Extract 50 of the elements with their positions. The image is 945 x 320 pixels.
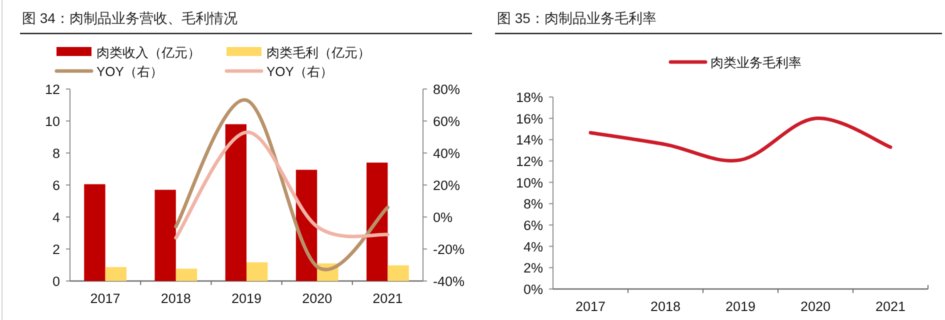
- y-tick-label: 4: [52, 210, 60, 225]
- y-tick-label: 4%: [523, 239, 543, 254]
- x-tick-label: 2021: [372, 291, 403, 306]
- y-tick-label: 2: [52, 242, 60, 257]
- bar: [366, 162, 388, 281]
- chart-title: 图 34：肉制品业务营收、毛利情况: [22, 10, 238, 26]
- y-tick-label: 8%: [523, 196, 543, 212]
- bar: [246, 262, 268, 281]
- y-tick-label: 6%: [523, 218, 543, 233]
- x-tick-label: 2017: [90, 291, 120, 306]
- y-tick-label: 12%: [516, 154, 543, 169]
- chart-title: 图 35：肉制品业务毛利率: [497, 10, 656, 26]
- y2-tick-label: 80%: [433, 82, 460, 97]
- y-tick-label: 6: [52, 178, 60, 193]
- x-tick-label: 2019: [725, 299, 756, 314]
- x-tick-label: 2020: [800, 299, 831, 314]
- y2-tick-label: -20%: [433, 242, 465, 257]
- x-tick-label: 2021: [875, 299, 906, 314]
- legend-label: YOY（右）: [266, 64, 333, 79]
- bar: [176, 268, 198, 281]
- y-tick-label: 14%: [516, 132, 543, 148]
- bar: [105, 267, 126, 281]
- y2-tick-label: 0%: [433, 210, 453, 225]
- legend-label: 肉类业务毛利率: [710, 55, 802, 70]
- bar: [154, 190, 176, 281]
- y-tick-label: 18%: [516, 90, 543, 105]
- y-tick-label: 8: [52, 146, 60, 161]
- y2-tick-label: 40%: [433, 146, 460, 161]
- x-tick-label: 2018: [160, 291, 191, 306]
- y-tick-label: 0: [52, 274, 60, 289]
- legend: 肉类业务毛利率: [668, 55, 802, 70]
- y-tick-label: 10%: [516, 175, 543, 190]
- y-tick-label: 2%: [523, 260, 543, 276]
- bar: [388, 265, 409, 281]
- x-tick-label: 2019: [231, 291, 262, 306]
- x-tick-label: 2018: [650, 299, 681, 314]
- y-tick-label: 10: [44, 114, 60, 129]
- x-tick-label: 2020: [302, 291, 332, 306]
- y-tick-label: 12: [44, 82, 60, 97]
- legend-label: 肉类毛利（亿元）: [266, 45, 370, 60]
- y2-tick-label: 20%: [433, 178, 460, 193]
- legend-label: YOY（右）: [96, 64, 163, 79]
- bar: [84, 184, 106, 281]
- y2-tick-label: -40%: [433, 274, 465, 289]
- bar: [225, 124, 246, 281]
- legend-label: 肉类收入（亿元）: [96, 45, 200, 60]
- y-tick-label: 16%: [516, 111, 543, 126]
- x-tick-label: 2017: [575, 299, 606, 314]
- y2-tick-label: 60%: [433, 114, 460, 129]
- y-tick-label: 0%: [523, 282, 543, 297]
